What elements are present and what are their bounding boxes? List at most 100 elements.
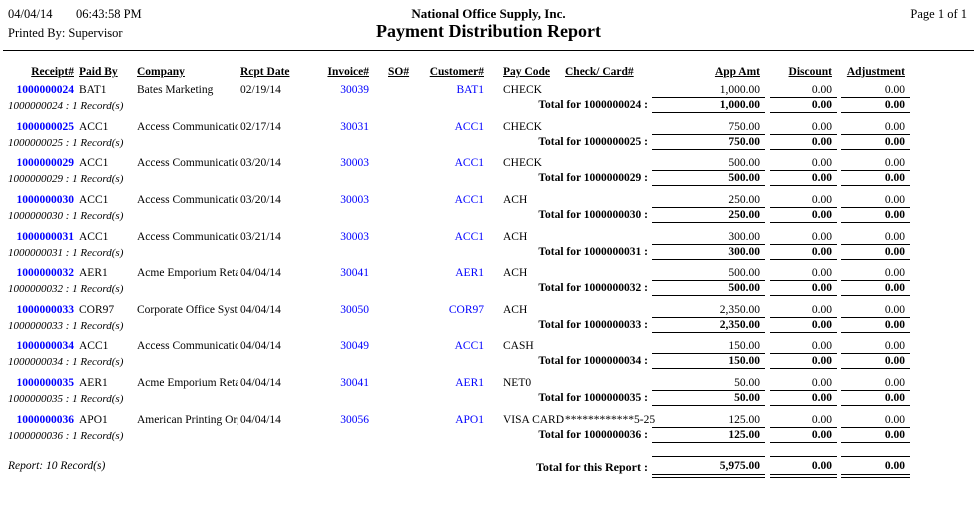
group-total-adjustment: 0.00 bbox=[841, 170, 910, 187]
group-total-app-amt: 300.00 bbox=[652, 243, 765, 260]
receipt-number-link[interactable]: 1000000024 bbox=[16, 84, 75, 96]
adjustment-value: 0.00 bbox=[884, 193, 905, 206]
group-total-adjustment: 0.00 bbox=[841, 353, 910, 370]
receipt-number-link[interactable]: 1000000030 bbox=[16, 193, 75, 206]
discount-value: 0.00 bbox=[811, 230, 832, 243]
group-total-adjustment: 0.00 bbox=[841, 243, 910, 260]
customer-number-link[interactable]: BAT1 bbox=[456, 84, 484, 96]
app-amt-value: 250.00 bbox=[728, 193, 760, 206]
discount-value: 0.00 bbox=[811, 84, 832, 96]
group-total-discount: 0.00 bbox=[770, 426, 837, 443]
group-total-app-amt: 150.00 bbox=[652, 353, 765, 370]
page-indicator: Page 1 of 1 bbox=[910, 7, 967, 21]
report-total-label: Total for this Report : bbox=[536, 460, 648, 474]
group-total-app-amt: 1,000.00 bbox=[652, 97, 765, 113]
invoice-number-link[interactable]: 30003 bbox=[340, 157, 369, 170]
company-title: National Office Supply, Inc. bbox=[411, 6, 566, 21]
invoice-number-link[interactable]: 30003 bbox=[340, 193, 369, 206]
company-name: Bates Marketing bbox=[137, 84, 214, 96]
company-name: Access Communication bbox=[137, 340, 238, 353]
customer-number-link[interactable]: ACC1 bbox=[454, 193, 484, 206]
receipt-group: 1000000036 APO1 American Printing Orga 0… bbox=[0, 414, 977, 451]
invoice-number-link[interactable]: 30050 bbox=[340, 303, 369, 316]
discount-value: 0.00 bbox=[811, 267, 832, 280]
company-name: Acme Emporium Retail bbox=[137, 377, 238, 390]
app-amt-value: 125.00 bbox=[728, 413, 760, 426]
group-total-discount: 0.00 bbox=[770, 133, 837, 150]
column-header-company: Company bbox=[137, 66, 185, 78]
invoice-number-link[interactable]: 30041 bbox=[340, 267, 369, 280]
receipt-number-link[interactable]: 1000000029 bbox=[16, 157, 75, 170]
invoice-number-link[interactable]: 30003 bbox=[340, 230, 369, 243]
receipt-number-link[interactable]: 1000000031 bbox=[16, 230, 75, 243]
receipt-group: 1000000035 AER1 Acme Emporium Retail 04/… bbox=[0, 377, 977, 414]
receipt-number-link[interactable]: 1000000036 bbox=[16, 413, 75, 426]
paid-by-value: APO1 bbox=[79, 413, 108, 426]
app-amt-value: 300.00 bbox=[728, 230, 760, 243]
customer-number-link[interactable]: ACC1 bbox=[454, 230, 484, 243]
paid-by-value: AER1 bbox=[79, 267, 108, 280]
customer-number-link[interactable]: COR97 bbox=[448, 303, 484, 316]
record-count-note: 1000000032 : 1 Record(s) bbox=[8, 283, 124, 296]
adjustment-value: 0.00 bbox=[884, 340, 905, 353]
receipt-group: 1000000033 COR97 Corporate Office System… bbox=[0, 304, 977, 341]
adjustment-value: 0.00 bbox=[884, 230, 905, 243]
invoice-number-link[interactable]: 30049 bbox=[340, 340, 369, 353]
record-count-note: 1000000031 : 1 Record(s) bbox=[8, 246, 124, 259]
customer-number-link[interactable]: ACC1 bbox=[454, 120, 484, 133]
group-total-app-amt: 250.00 bbox=[652, 206, 765, 223]
discount-value: 0.00 bbox=[811, 377, 832, 390]
app-amt-value: 50.00 bbox=[734, 377, 760, 390]
check-card-number: ************5-25 bbox=[565, 413, 656, 426]
discount-value: 0.00 bbox=[811, 303, 832, 316]
invoice-number-link[interactable]: 30039 bbox=[340, 84, 369, 96]
customer-number-link[interactable]: APO1 bbox=[455, 413, 484, 426]
record-count-note: 1000000036 : 1 Record(s) bbox=[8, 429, 124, 442]
group-total-discount: 0.00 bbox=[770, 316, 837, 333]
column-header-rcpt-date: Rcpt Date bbox=[240, 66, 290, 78]
group-total-app-amt: 50.00 bbox=[652, 390, 765, 407]
header-divider bbox=[3, 50, 974, 51]
app-amt-value: 1,000.00 bbox=[719, 84, 760, 96]
adjustment-value: 0.00 bbox=[884, 377, 905, 390]
rcpt-date-value: 04/04/14 bbox=[240, 377, 281, 390]
group-total-app-amt: 2,350.00 bbox=[652, 316, 765, 333]
group-total-app-amt: 125.00 bbox=[652, 426, 765, 443]
column-header-invoice: Invoice# bbox=[327, 66, 369, 78]
printed-by: Printed By: Supervisor bbox=[8, 26, 123, 40]
receipt-group: 1000000032 AER1 Acme Emporium Retail 04/… bbox=[0, 267, 977, 304]
record-count-note: 1000000029 : 1 Record(s) bbox=[8, 173, 124, 186]
paid-by-value: COR97 bbox=[79, 303, 115, 316]
group-total-app-amt: 500.00 bbox=[652, 280, 765, 297]
invoice-number-link[interactable]: 30041 bbox=[340, 377, 369, 390]
app-amt-value: 500.00 bbox=[728, 267, 760, 280]
receipt-number-link[interactable]: 1000000032 bbox=[16, 267, 75, 280]
receipt-number-link[interactable]: 1000000025 bbox=[16, 120, 75, 133]
discount-value: 0.00 bbox=[811, 413, 832, 426]
pay-code-value: CHECK bbox=[503, 84, 542, 96]
report-record-count: Report: 10 Record(s) bbox=[8, 460, 106, 472]
app-amt-value: 750.00 bbox=[728, 120, 760, 133]
group-total-app-amt: 500.00 bbox=[652, 170, 765, 187]
receipt-number-link[interactable]: 1000000035 bbox=[16, 377, 75, 390]
invoice-number-link[interactable]: 30031 bbox=[340, 120, 369, 133]
customer-number-link[interactable]: AER1 bbox=[455, 267, 484, 280]
group-total-discount: 0.00 bbox=[770, 97, 837, 113]
record-count-note: 1000000024 : 1 Record(s) bbox=[8, 100, 124, 112]
group-total-label: Total for 1000000031 : bbox=[538, 245, 648, 258]
receipt-number-link[interactable]: 1000000033 bbox=[16, 303, 75, 316]
invoice-number-link[interactable]: 30056 bbox=[340, 413, 369, 426]
receipt-group: 1000000031 ACC1 Access Communication 03/… bbox=[0, 231, 977, 268]
pay-code-value: CASH bbox=[503, 340, 534, 353]
adjustment-value: 0.00 bbox=[884, 157, 905, 170]
customer-number-link[interactable]: ACC1 bbox=[454, 340, 484, 353]
receipt-number-link[interactable]: 1000000034 bbox=[16, 340, 75, 353]
column-header-customer: Customer# bbox=[429, 66, 484, 78]
adjustment-value: 0.00 bbox=[884, 303, 905, 316]
customer-number-link[interactable]: ACC1 bbox=[454, 157, 484, 170]
customer-number-link[interactable]: AER1 bbox=[455, 377, 484, 390]
pay-code-value: ACH bbox=[503, 193, 528, 206]
receipt-group: 1000000029 ACC1 Access Communication 03/… bbox=[0, 157, 977, 194]
pay-code-value: CHECK bbox=[503, 157, 542, 170]
